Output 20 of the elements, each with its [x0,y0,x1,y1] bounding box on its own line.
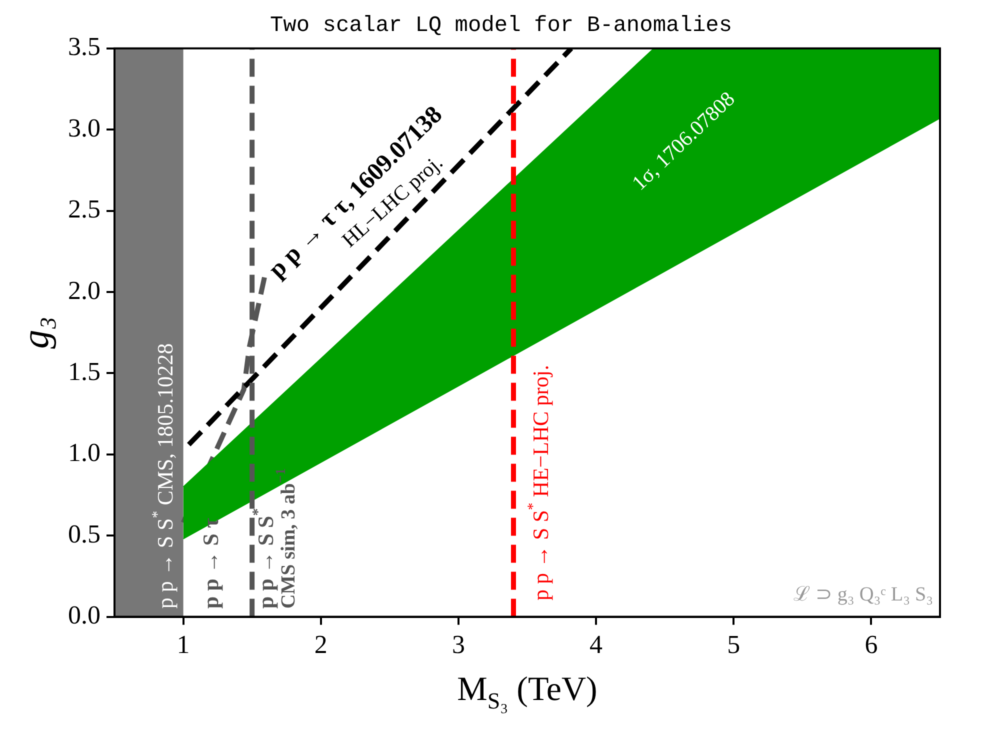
y-tick-label: 0.5 [68,519,100,548]
annotation: p p → S S* HE−LHC proj. [525,364,554,601]
y-tick-label: 3.5 [68,32,100,62]
x-tick-label: 1 [176,630,190,660]
x-tick-label: 4 [590,630,603,660]
annotation: p p → S S* CMS, 1805.10228 [150,343,178,609]
x-tick-label: 3 [452,630,465,660]
y-tick-label: 2.5 [68,194,100,224]
y-tick-label: 1.5 [68,357,100,386]
x-tick-label: 5 [727,630,740,660]
x-tick-label: 6 [864,630,878,660]
annotation: ℒ ⊃ g₃ Q₃ᶜ L₃ S₃ [793,584,934,606]
chart-title: Two scalar LQ model for B-anomalies [270,13,732,38]
y-tick-label: 1.0 [68,438,100,468]
x-tick-label: 2 [314,630,328,660]
annotation: p p → S τ [198,518,223,609]
y-axis-title: g₃ [15,316,57,349]
y-tick-label: 2.0 [68,276,100,305]
y-tick-label: 0.0 [68,600,100,630]
y-tick-label: 3.0 [68,113,100,142]
